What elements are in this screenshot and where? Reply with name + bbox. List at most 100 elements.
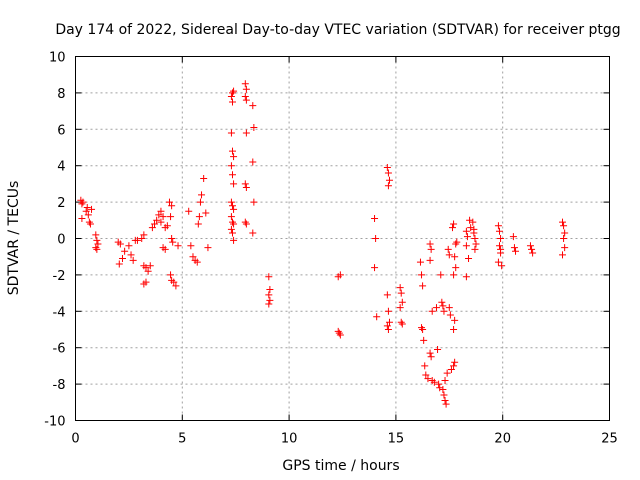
data-point-marker [242, 220, 250, 228]
data-point-marker [426, 256, 434, 264]
data-point-marker [194, 220, 202, 228]
data-point-marker [228, 171, 236, 179]
data-point-marker [422, 371, 430, 379]
data-point-marker [159, 213, 167, 221]
data-point-marker [472, 240, 480, 248]
data-point-marker [450, 362, 458, 370]
data-point-marker [228, 218, 236, 226]
data-point-marker [561, 244, 569, 252]
data-point-marker [421, 362, 429, 370]
data-point-marker [86, 220, 94, 228]
data-point-marker [168, 235, 176, 242]
data-point-marker [444, 245, 452, 253]
data-point-marker [241, 218, 249, 226]
data-point-marker [470, 229, 478, 237]
data-point-marker [384, 307, 392, 315]
data-point-marker [509, 233, 517, 241]
data-points [77, 80, 569, 408]
data-point-marker [435, 380, 443, 388]
data-point-marker [198, 191, 206, 199]
data-point-marker [228, 202, 236, 210]
data-point-marker [153, 216, 161, 224]
data-point-marker [92, 231, 100, 239]
data-point-marker [140, 231, 148, 239]
data-point-marker [228, 229, 236, 237]
data-point-marker [426, 349, 434, 357]
plot-frame [75, 56, 610, 421]
data-point-marker [230, 153, 238, 161]
y-tick-label: 8 [57, 87, 65, 102]
data-point-marker [115, 260, 123, 268]
data-point-marker [445, 251, 453, 259]
data-point-marker [383, 322, 391, 330]
x-tick-label: 0 [71, 432, 79, 447]
data-point-marker [471, 235, 479, 242]
data-point-marker [396, 304, 404, 312]
x-tick-label: 15 [388, 432, 405, 447]
data-point-marker [159, 244, 167, 252]
data-point-marker [397, 289, 405, 297]
data-point-marker [228, 89, 236, 97]
data-point-marker [447, 366, 455, 374]
data-point-marker [144, 267, 152, 275]
data-point-marker [495, 242, 503, 250]
data-point-marker [249, 102, 257, 110]
data-point-marker [452, 240, 460, 248]
data-point-marker [372, 235, 380, 242]
data-point-marker [94, 240, 102, 248]
data-point-marker [446, 311, 454, 319]
data-point-marker [510, 244, 518, 252]
data-point-marker [249, 229, 257, 237]
data-point-marker [396, 284, 404, 292]
y-tick-label: -6 [53, 342, 66, 357]
data-point-marker [165, 198, 173, 206]
data-point-marker [227, 213, 235, 221]
data-point-marker [204, 244, 212, 252]
data-point-marker [526, 242, 534, 250]
x-tick-label: 20 [494, 432, 511, 447]
data-point-marker [78, 200, 86, 208]
axis-ticks: 0 5 10 15 20 25 -10 -8 -6 -4 -2 0 2 4 6 8 10 [44, 51, 618, 447]
data-point-marker [249, 158, 257, 166]
data-point-marker [439, 386, 447, 394]
y-tick-label: 6 [57, 123, 65, 138]
data-point-marker [79, 198, 87, 206]
data-point-marker [471, 245, 479, 253]
data-point-marker [250, 198, 258, 206]
data-point-marker [227, 162, 235, 170]
data-point-marker [168, 202, 176, 210]
data-point-marker [495, 227, 503, 235]
data-point-marker [228, 147, 236, 155]
data-point-marker [384, 169, 392, 177]
data-point-marker [85, 218, 93, 226]
data-point-marker [266, 285, 274, 293]
data-point-marker [383, 164, 391, 172]
data-point-marker [125, 242, 133, 250]
data-point-marker [466, 216, 474, 224]
data-point-marker [561, 229, 569, 237]
data-point-marker [88, 205, 96, 213]
data-point-marker [443, 369, 451, 377]
data-point-marker [398, 298, 406, 306]
data-point-marker [371, 214, 379, 222]
data-point-marker [419, 326, 427, 333]
data-point-marker [138, 235, 146, 242]
data-point-marker [467, 224, 475, 232]
data-point-marker [441, 396, 449, 404]
data-point-marker [384, 326, 392, 333]
data-point-marker [385, 176, 393, 184]
data-point-marker [227, 93, 235, 101]
data-point-marker [227, 129, 235, 137]
data-point-marker [424, 375, 432, 383]
y-tick-label: -8 [53, 378, 66, 393]
data-point-marker [157, 218, 165, 226]
y-tick-label: -10 [44, 415, 65, 430]
data-point-marker [336, 331, 344, 339]
data-point-marker [185, 207, 193, 215]
data-point-marker [437, 271, 445, 279]
data-point-marker [157, 207, 165, 215]
data-point-marker [428, 307, 436, 315]
data-point-marker [451, 316, 459, 324]
data-point-marker [440, 307, 448, 315]
data-point-marker [334, 327, 342, 335]
